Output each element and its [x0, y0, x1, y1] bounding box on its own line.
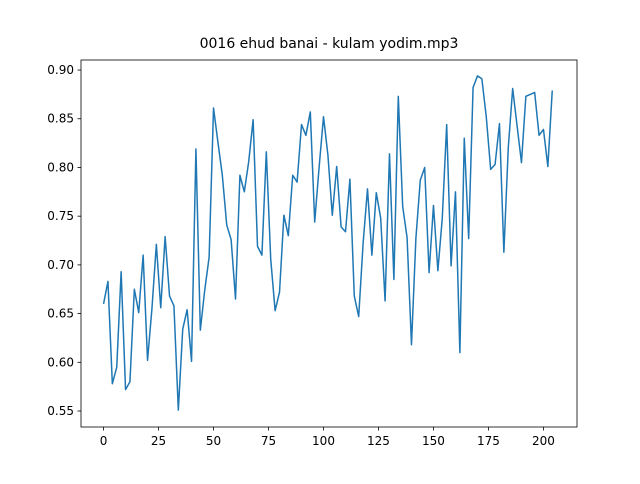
y-tick-label: 0.90: [47, 63, 74, 77]
x-tick-label: 25: [151, 434, 166, 448]
x-tick-label: 125: [367, 434, 390, 448]
y-tick-label: 0.75: [47, 209, 74, 223]
y-tick-label: 0.80: [47, 160, 74, 174]
x-tick-label: 100: [312, 434, 335, 448]
y-tick-label: 0.60: [47, 355, 74, 369]
chart-title: 0016 ehud banai - kulam yodim.mp3: [200, 36, 459, 52]
y-tick-label: 0.85: [47, 112, 74, 126]
x-tick-label: 50: [206, 434, 221, 448]
y-tick-label: 0.55: [47, 404, 74, 418]
y-tick-label: 0.65: [47, 307, 74, 321]
y-tick-label: 0.70: [47, 258, 74, 272]
axes-frame: [80, 59, 578, 428]
data-line: [102, 75, 554, 411]
x-tick-label: 75: [261, 434, 276, 448]
x-tick-label: 150: [422, 434, 445, 448]
x-tick-label: 0: [100, 434, 108, 448]
x-tick-label: 200: [532, 434, 555, 448]
x-tick-label: 175: [477, 434, 500, 448]
